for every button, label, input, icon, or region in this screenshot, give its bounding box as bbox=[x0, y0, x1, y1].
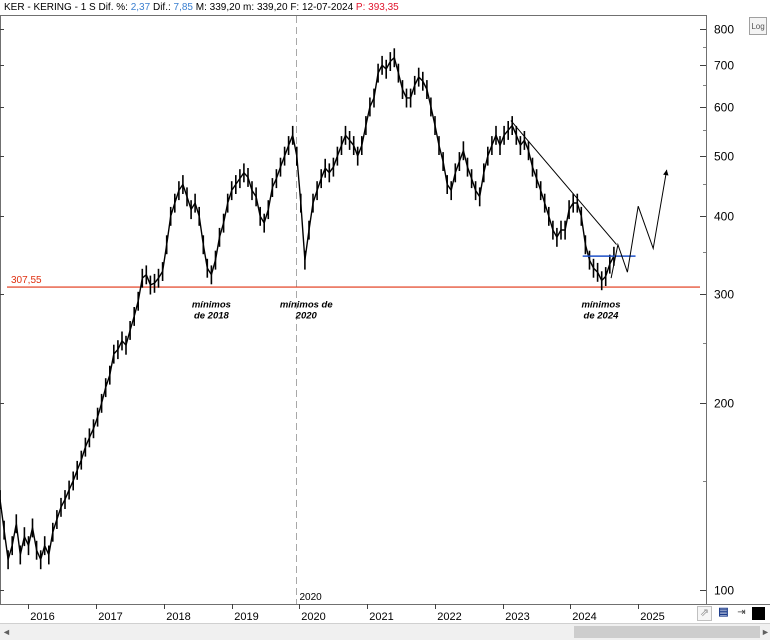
x-tick-label: 2021 bbox=[369, 611, 393, 623]
period-label: 1 S bbox=[80, 2, 96, 13]
fit-icon[interactable]: ⇥ bbox=[737, 607, 746, 618]
drawn-lines bbox=[510, 120, 669, 279]
cursor-icon[interactable]: ⇗ bbox=[697, 606, 712, 621]
price-series bbox=[0, 48, 615, 570]
color-square-icon[interactable] bbox=[752, 607, 765, 620]
x-tick-label: 2024 bbox=[572, 611, 596, 623]
down-trendline bbox=[510, 120, 617, 245]
x-tick-label: 2016 bbox=[30, 611, 54, 623]
annotation-text: 2020 bbox=[295, 311, 318, 322]
x-tick-label: 2017 bbox=[98, 611, 122, 623]
scrollbar-thumb[interactable] bbox=[574, 626, 760, 638]
x-tick-label: 2018 bbox=[166, 611, 190, 623]
annotation-text: mínimos bbox=[192, 300, 231, 311]
annotation-text: mínimos bbox=[581, 300, 620, 311]
price-label: P: bbox=[355, 2, 366, 13]
year-marker-label: 2020 bbox=[300, 592, 323, 603]
log-scale-button[interactable]: Log bbox=[749, 17, 767, 35]
x-tick-label: 2023 bbox=[505, 611, 529, 623]
y-tick-label: 500 bbox=[714, 150, 734, 164]
x-axis: 2016 2017 2018 2019 2020 2021 2022 2023 2024 2025 bbox=[28, 604, 665, 623]
chart-header: KER - KERING - 1 S Dif. %: 2,37 Dif.: 7,… bbox=[4, 2, 399, 16]
min-label: m: bbox=[243, 2, 255, 13]
y-tick-label: 100 bbox=[714, 584, 734, 598]
dif-pct-label: Dif. %: bbox=[98, 2, 128, 13]
dif-label: Dif.: bbox=[152, 2, 171, 13]
y-axis: 100 200 300 400 500 600 700 800 bbox=[0, 23, 734, 598]
chart-grid: 2020 bbox=[0, 15, 770, 605]
save-icon[interactable]: ▤ bbox=[718, 606, 729, 618]
support-line: 307,55 bbox=[7, 275, 700, 288]
x-tick-label: 2019 bbox=[234, 611, 258, 623]
x-tick-label: 2025 bbox=[640, 611, 664, 623]
max-value: 339,20 bbox=[209, 2, 241, 13]
y-tick-label: 700 bbox=[714, 59, 734, 73]
annotation-text: mínimos de bbox=[280, 300, 334, 311]
min-value: 339,20 bbox=[256, 2, 288, 13]
projection-arrowhead bbox=[663, 169, 669, 176]
y-tick-label: 300 bbox=[714, 288, 734, 302]
x-tick-label: 2022 bbox=[437, 611, 461, 623]
y-tick-label: 800 bbox=[714, 23, 734, 37]
horizontal-scrollbar[interactable]: ◄ ► bbox=[0, 623, 770, 640]
symbol-label: KER - KERING - bbox=[4, 2, 78, 13]
scroll-left-icon[interactable]: ◄ bbox=[2, 627, 11, 637]
date-value: 12-07-2024 bbox=[301, 2, 354, 13]
annotation-text: de 2018 bbox=[194, 311, 230, 322]
y-tick-label: 400 bbox=[714, 210, 734, 224]
date-label: F: bbox=[290, 2, 300, 13]
y-tick-label: 600 bbox=[714, 101, 734, 115]
support-level-label: 307,55 bbox=[11, 275, 42, 286]
price-value: 393,35 bbox=[368, 2, 399, 13]
dif-value: 7,85 bbox=[173, 2, 193, 13]
projection-path bbox=[610, 169, 668, 279]
dif-pct-value: 2,37 bbox=[130, 2, 151, 13]
scroll-right-icon[interactable]: ► bbox=[761, 627, 770, 637]
annotation-text: de 2024 bbox=[584, 311, 620, 322]
y-tick-label: 200 bbox=[714, 397, 734, 411]
max-label: M: bbox=[195, 2, 207, 13]
x-tick-label: 2020 bbox=[301, 611, 325, 623]
